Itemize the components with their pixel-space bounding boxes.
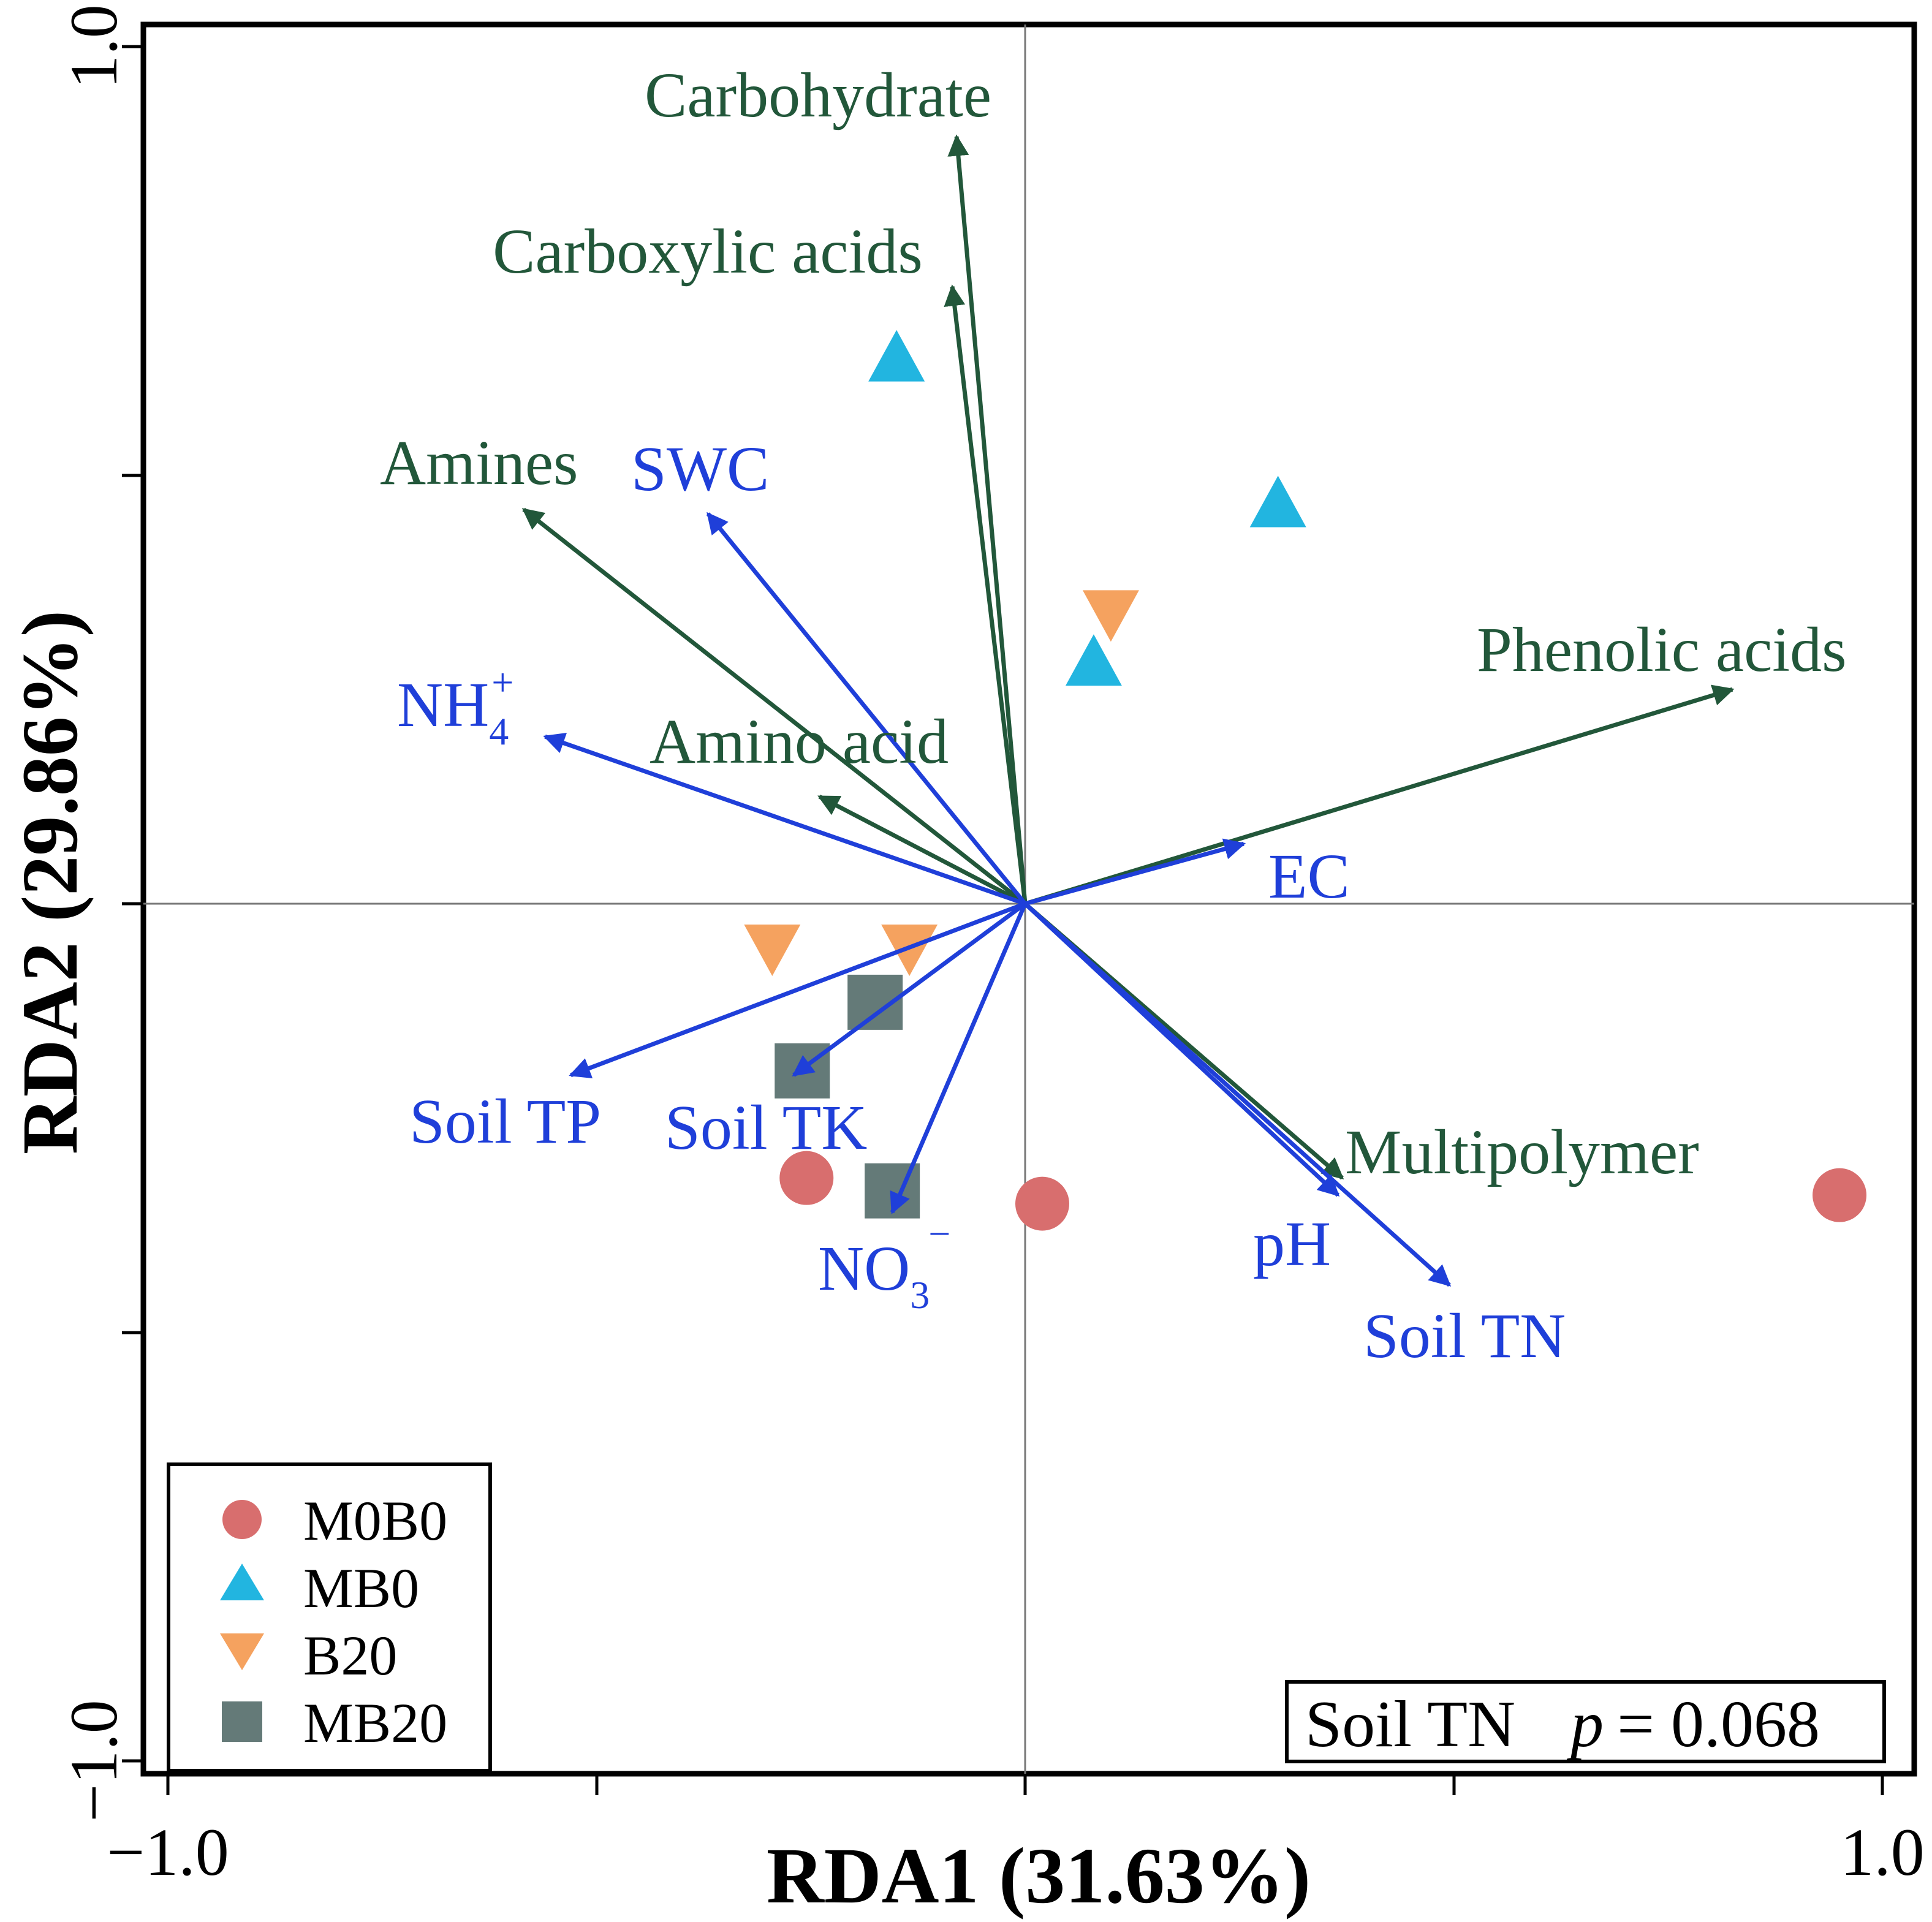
vector-label-multipolymer: Multipolymer — [1345, 1117, 1699, 1187]
no3-main: NO — [818, 1233, 910, 1304]
point-mb0-1 — [868, 330, 925, 382]
function-arrow-phenolic-acids — [1024, 684, 1735, 906]
x-axis-ticks — [166, 1774, 1884, 1795]
function-arrow-amino-acid — [817, 795, 1026, 906]
annotation-p-symbol: p — [1566, 1688, 1604, 1761]
function-vector-labels: Carbohydrate Carboxylic acids Amines Ami… — [380, 60, 1847, 1187]
no3-superscript: − — [928, 1212, 950, 1255]
vector-label-amino-acid: Amino acid — [650, 706, 949, 777]
x-tick-label-min: −1.0 — [107, 1815, 229, 1890]
vector-label-soil-tn: Soil TN — [1363, 1301, 1566, 1371]
legend-marker-b20 — [220, 1633, 264, 1670]
vector-label-carboxylic-acids: Carboxylic acids — [493, 216, 923, 287]
vector-label-amines: Amines — [380, 428, 578, 498]
point-m0b0-1 — [779, 1151, 834, 1205]
function-arrow-carboxylic-acids — [944, 284, 1028, 904]
x-tick-label-max: 1.0 — [1840, 1815, 1925, 1890]
env-arrow-nh4 — [543, 733, 1026, 906]
env-arrow-ec — [1025, 838, 1246, 906]
annotation-box — [1285, 1680, 1886, 1763]
nh4-main: NH — [397, 670, 489, 740]
legend-label-mb0: MB0 — [303, 1557, 419, 1619]
point-b20-3 — [881, 924, 938, 976]
env-arrow-no3 — [890, 902, 1028, 1214]
sample-points — [744, 330, 1867, 1231]
environment-vector-labels: SWC NH4 + EC Soil TP Soil TK NO3 − pH Soil… — [397, 434, 1566, 1371]
function-vectors — [521, 134, 1735, 1180]
environment-vectors — [543, 512, 1452, 1287]
y-tick-label-max: 1.0 — [56, 4, 131, 89]
function-arrow-amines — [521, 507, 1027, 906]
legend-marker-mb0 — [220, 1564, 264, 1600]
point-m0b0-2 — [1015, 1176, 1069, 1231]
point-b20-1 — [1082, 590, 1139, 642]
point-mb0-3 — [1065, 634, 1122, 686]
env-arrow-soil-tk — [792, 902, 1027, 1077]
annotation-p-value: = 0.068 — [1617, 1688, 1820, 1761]
vector-label-soil-tp: Soil TP — [409, 1086, 601, 1157]
function-arrow-carbohydrate — [947, 134, 1028, 904]
vector-label-carbohydrate: Carbohydrate — [645, 60, 991, 131]
vector-label-ec: EC — [1268, 841, 1350, 912]
vector-label-no3: NO3 − — [818, 1212, 950, 1317]
vector-label-ph: pH — [1253, 1209, 1331, 1279]
nh4-superscript: + — [491, 660, 513, 704]
vector-label-nh4: NH4 + — [397, 660, 513, 753]
env-arrow-soil-tp — [569, 901, 1026, 1079]
env-arrow-swc — [706, 512, 1027, 906]
plot-frame — [140, 21, 1917, 1777]
annotation-text: Soil TN p = 0.068 — [1305, 1688, 1820, 1761]
legend-marker-m0b0 — [222, 1500, 262, 1539]
y-axis-title: RDA2 (29.86%) — [6, 610, 94, 1154]
nh4-subscript: 4 — [489, 709, 509, 753]
legend-label-m0b0: M0B0 — [303, 1489, 447, 1552]
legend-label-b20: B20 — [303, 1624, 397, 1687]
point-m0b0-3 — [1813, 1168, 1867, 1222]
vector-label-swc: SWC — [631, 434, 769, 504]
y-axis-ticks — [122, 45, 143, 1763]
significance-annotation: Soil TN p = 0.068 — [1285, 1680, 1886, 1763]
x-axis-title: RDA1 (31.63%) — [767, 1832, 1311, 1920]
vector-label-phenolic-acids: Phenolic acids — [1477, 615, 1847, 685]
legend: M0B0 MB0 B20 MB20 — [167, 1462, 492, 1773]
point-mb0-2 — [1249, 475, 1306, 528]
annotation-variable: Soil TN — [1305, 1688, 1515, 1761]
y-tick-label-min: −1.0 — [56, 1700, 131, 1822]
point-b20-2 — [744, 924, 801, 976]
legend-marker-mb20 — [222, 1701, 262, 1742]
legend-label-mb20: MB20 — [303, 1692, 447, 1754]
no3-subscript: 3 — [910, 1273, 930, 1317]
vector-label-soil-tk: Soil TK — [665, 1092, 867, 1163]
env-arrow-soil-tn — [1023, 902, 1452, 1287]
